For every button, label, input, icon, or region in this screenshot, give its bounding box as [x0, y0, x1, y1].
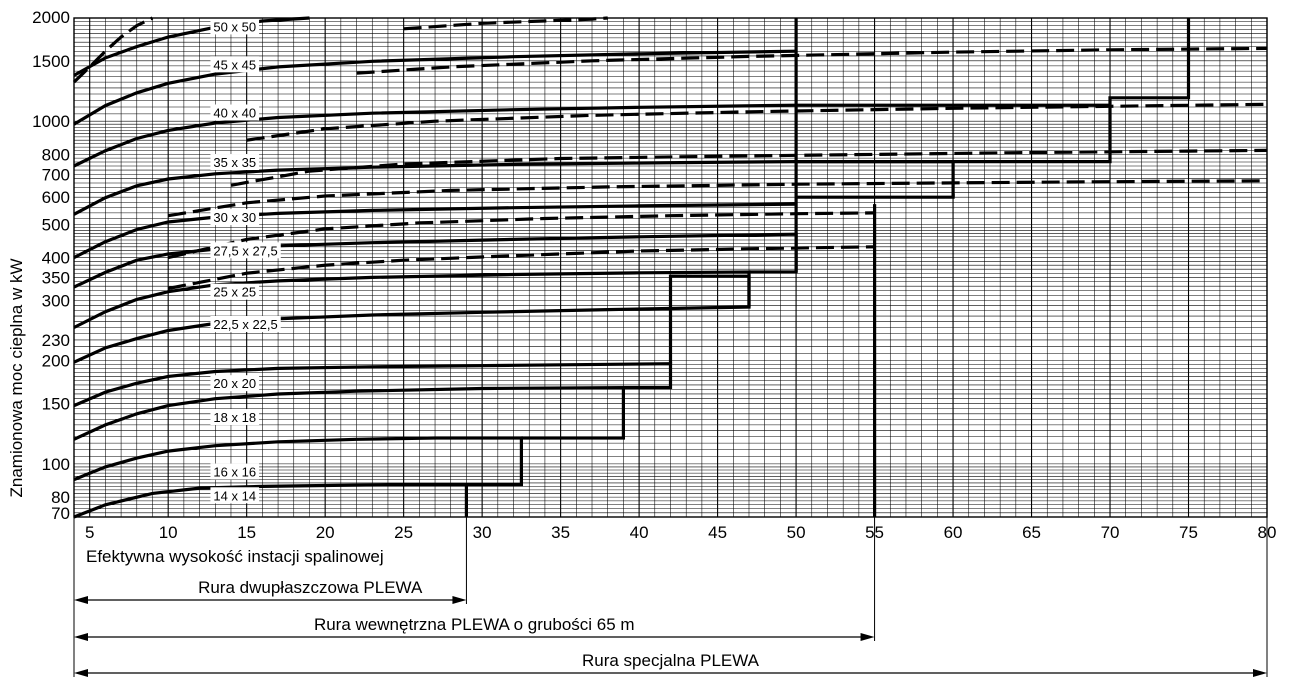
- series-line: [73, 483, 468, 519]
- axes: 5 10 15 20 25 30 35 40 45 50 55 60 65 70 75 80708010015…: [32, 8, 1276, 542]
- range-label: Rura specjalna PLEWA: [582, 651, 760, 670]
- series-label-bg: [210, 209, 260, 226]
- series-line: [73, 270, 751, 329]
- series-line-dashed: [167, 179, 1268, 218]
- series-label: 14 x 14: [213, 488, 256, 503]
- series-label: 18 x 18: [213, 410, 256, 425]
- series-label: 20 x 20: [213, 376, 256, 391]
- series-line: [796, 105, 1112, 164]
- series-line: [73, 16, 310, 77]
- x-tick-label: 65: [1022, 523, 1041, 542]
- series-line-dashed: [230, 148, 1268, 187]
- arrow-left-icon: [74, 596, 88, 604]
- x-tick-label: 40: [630, 523, 649, 542]
- y-axis-label: Znamionowa moc cieplna w kW: [7, 258, 26, 497]
- y-tick-label: 400: [42, 249, 70, 268]
- y-tick-label: 500: [42, 215, 70, 234]
- series-line-dashed: [246, 102, 1268, 142]
- y-tick-label: 1500: [32, 52, 70, 71]
- series-label-bg: [210, 409, 260, 426]
- arrow-right-icon: [452, 596, 467, 604]
- y-tick-label: 230: [42, 331, 70, 350]
- series-label-bg: [210, 375, 260, 392]
- range-label: Rura dwupłaszczowa PLEWA: [198, 578, 423, 597]
- x-tick-label: 10: [159, 523, 178, 542]
- series-label: 25 x 25: [213, 285, 256, 300]
- plot-frame: [73, 17, 1268, 518]
- series-label-bg: [210, 242, 281, 259]
- arrow-left-icon: [74, 669, 88, 677]
- y-tick-label: 80: [51, 488, 70, 507]
- x-axis-label: Efektywna wysokość instacji spalinowej: [86, 547, 384, 566]
- series-line-dashed: [167, 211, 875, 260]
- y-tick-label: 800: [42, 145, 70, 164]
- series-label-bg: [210, 104, 260, 121]
- series-label: 40 x 40: [213, 106, 256, 121]
- series-line-dashed: [403, 16, 608, 31]
- range-label: Rura wewnętrzna PLEWA o grubości 65 m: [314, 615, 635, 634]
- x-tick-label: 30: [473, 523, 492, 542]
- series-line: [73, 362, 673, 408]
- x-tick-label: 15: [237, 523, 256, 542]
- series-label: 22,5 x 22,5: [213, 317, 277, 332]
- series-line: [73, 160, 797, 216]
- y-tick-label: 150: [42, 395, 70, 414]
- x-tick-label: 35: [551, 523, 570, 542]
- x-tick-label: 75: [1179, 523, 1198, 542]
- x-tick-label: 20: [316, 523, 335, 542]
- x-tick-label: 25: [394, 523, 413, 542]
- series-label-bg: [210, 283, 260, 300]
- x-tick-label: 5: [85, 523, 94, 542]
- series-label-bg: [210, 56, 260, 73]
- y-tick-label: 700: [42, 165, 70, 184]
- series-line-dashed: [356, 46, 1268, 75]
- series-labels: 14 x 14 16 x 16 18 x 18 20 x 20 22,5 x 22,5 2…: [210, 18, 281, 504]
- series-label-bg: [210, 18, 260, 35]
- series-label: 27,5 x 27,5: [213, 243, 277, 258]
- series-label-bg: [210, 487, 260, 504]
- series-label: 16 x 16: [213, 465, 256, 480]
- y-tick-label: 200: [42, 352, 70, 371]
- y-tick-label: 100: [42, 455, 70, 474]
- series-label-bg: [210, 154, 260, 171]
- series-line: [73, 436, 523, 487]
- y-tick-label: 600: [42, 188, 70, 207]
- ranges: Rura dwupłaszczowa PLEWA Rura wewnętrzna …: [73, 517, 1268, 677]
- series-line-dashed: [72, 16, 154, 84]
- series-line: [73, 385, 625, 441]
- y-tick-label: 70: [51, 504, 70, 523]
- x-tick-label: 60: [944, 523, 963, 542]
- arrow-right-icon: [1253, 669, 1267, 677]
- y-tick-label: 1000: [32, 112, 70, 131]
- x-tick-label: 50: [787, 523, 806, 542]
- y-tick-label: 350: [42, 268, 70, 287]
- series-label: 45 x 45: [213, 57, 256, 72]
- series-label: 35 x 35: [213, 155, 256, 170]
- series-line-dashed: [167, 245, 875, 291]
- x-tick-label: 70: [1101, 523, 1120, 542]
- series-label: 30 x 30: [213, 210, 256, 225]
- arrow-left-icon: [74, 633, 88, 641]
- series-label-bg: [210, 463, 260, 480]
- series-label-bg: [210, 315, 281, 332]
- y-tick-label: 300: [42, 291, 70, 310]
- series-line: [796, 18, 1191, 107]
- x-tick-label: 45: [708, 523, 727, 542]
- y-tick-label: 2000: [32, 8, 70, 27]
- series-label: 50 x 50: [213, 19, 256, 34]
- arrow-right-icon: [860, 633, 875, 641]
